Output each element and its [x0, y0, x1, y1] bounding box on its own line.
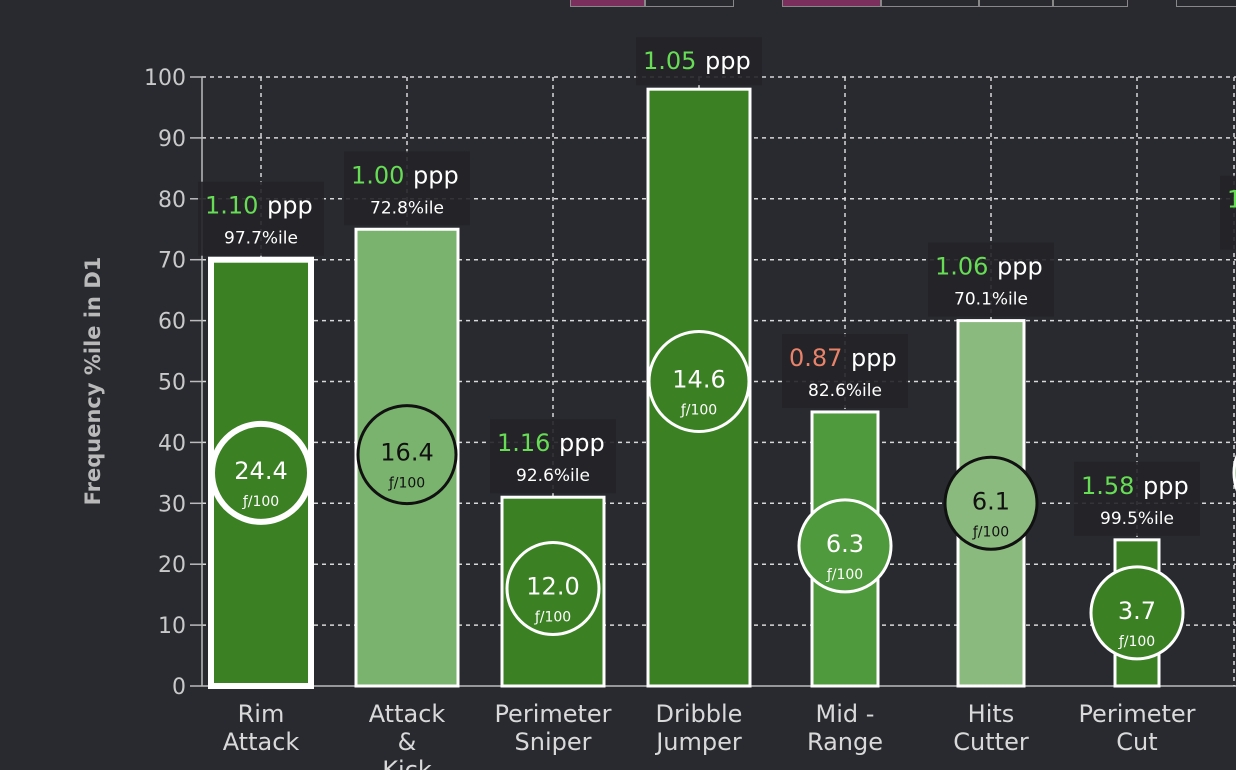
ppp-unit: ppp [413, 161, 459, 189]
ppp-value: 1.00 [351, 161, 404, 189]
y-tick-label: 100 [144, 66, 186, 91]
frequency-value: 24.4 [234, 457, 287, 485]
category-label: Attack [223, 728, 300, 756]
top-legend-box-1 [644, 0, 734, 7]
frequency-value: 16.4 [380, 439, 433, 467]
category-label: Jumper [654, 728, 742, 756]
category-label: Cut [1116, 728, 1157, 756]
efficiency-percentile: 97.7%ile [224, 229, 298, 249]
y-tick-label: 20 [158, 553, 186, 578]
bars: 24.4 ƒ/100 16.4 ƒ/100 12.0 ƒ/100 14.6 ƒ/100 6.3 ƒ… [208, 87, 1236, 689]
y-tick-label: 50 [158, 371, 186, 396]
top-legend-box-3 [978, 0, 1054, 7]
top-legend-box-5 [1176, 0, 1236, 7]
label-box [928, 242, 1054, 317]
top-legend-box-2 [880, 0, 980, 7]
category-label: Perimeter [1078, 700, 1195, 728]
frequency-circle [1089, 565, 1185, 661]
frequency-unit: ƒ/100 [826, 567, 863, 583]
ppp-unit: ppp [267, 192, 313, 220]
frequency-value: 14.6 [672, 366, 725, 394]
frequency-value: 6.1 [972, 487, 1010, 515]
label-box [1074, 461, 1200, 536]
label-box [344, 151, 470, 226]
category-label: Mid - [816, 700, 875, 728]
ppp-unit: ppp [1143, 472, 1189, 500]
ppp-unit: ppp [705, 47, 751, 75]
y-tick-label: 60 [158, 310, 186, 335]
frequency-unit: ƒ/100 [1118, 634, 1155, 650]
ppp-unit: ppp [997, 253, 1043, 281]
category-label: Kick [382, 756, 432, 770]
efficiency-percentile: 99.5%ile [1100, 509, 1174, 529]
y-tick-label: 80 [158, 188, 186, 213]
efficiency-percentile: 82.6%ile [808, 381, 882, 401]
y-tick-label: 70 [158, 249, 186, 274]
y-tick-label: 40 [158, 431, 186, 456]
frequency-unit: ƒ/100 [972, 524, 1009, 540]
category-label: Attack [369, 700, 446, 728]
ppp-value: 0.87 [789, 344, 842, 372]
category-label: Hits [968, 700, 1015, 728]
efficiency-percentile: 70.1%ile [954, 290, 1028, 310]
category-label: Dribble [656, 700, 743, 728]
efficiency-percentile: 72.8%ile [370, 198, 444, 218]
label-box [490, 419, 616, 494]
ppp-value: 1.06 [935, 253, 988, 281]
top-legend-box-4 [1052, 0, 1128, 7]
ppp-value: 1.05 [643, 47, 696, 75]
category-label: Cutter [953, 728, 1029, 756]
frequency-unit: ƒ/100 [242, 494, 279, 510]
frequency-unit: ƒ/100 [680, 403, 717, 419]
label-box [198, 181, 324, 256]
frequency-circle [797, 498, 893, 594]
category-label: & [398, 728, 417, 756]
label-box [636, 37, 762, 86]
category-label: Range [807, 728, 883, 756]
y-tick-label: 0 [172, 675, 186, 700]
frequency-circle [356, 404, 458, 506]
ppp-value: 1.10 [205, 192, 258, 220]
frequency-circle [647, 330, 751, 433]
frequency-value: 3.7 [1118, 597, 1156, 625]
ppp-unit: ppp [559, 429, 605, 457]
category-label: Rim [238, 700, 285, 728]
ppp-value: 1.05 [1227, 186, 1236, 214]
y-tick-label: 90 [158, 127, 186, 152]
frequency-circle [505, 541, 601, 637]
y-axis-label: Frequency %ile in D1 [81, 257, 105, 506]
frequency-value: 6.3 [826, 530, 864, 558]
ppp-unit: ppp [851, 344, 897, 372]
category-label: Sniper [515, 728, 592, 756]
category-label: Perimeter [494, 700, 611, 728]
ppp-value: 1.16 [497, 429, 550, 457]
frequency-circle [209, 420, 313, 525]
label-box [782, 333, 908, 408]
x-axis-categories: RimAttackAttack&KickPerimeterSniperDribb… [223, 700, 1196, 770]
y-tick-label: 10 [158, 614, 186, 639]
frequency-unit: ƒ/100 [534, 610, 571, 626]
y-tick-label: 30 [158, 492, 186, 517]
top-legend-swatch-2 [782, 0, 882, 7]
frequency-circle [943, 455, 1039, 551]
label-box [1220, 175, 1236, 250]
bar-labels: 1.10 ppp 97.7%ile 1.00 ppp 72.8%ile 1.16 ppp 92.… [198, 37, 1236, 536]
frequency-value: 12.0 [526, 573, 579, 601]
ppp-value: 1.58 [1081, 472, 1134, 500]
efficiency-percentile: 92.6%ile [516, 466, 590, 486]
top-legend-swatch-1 [570, 0, 646, 7]
y-axis-ticks: 0 10 20 30 40 50 60 70 80 90 100 [144, 66, 186, 700]
frequency-unit: ƒ/100 [388, 476, 425, 492]
